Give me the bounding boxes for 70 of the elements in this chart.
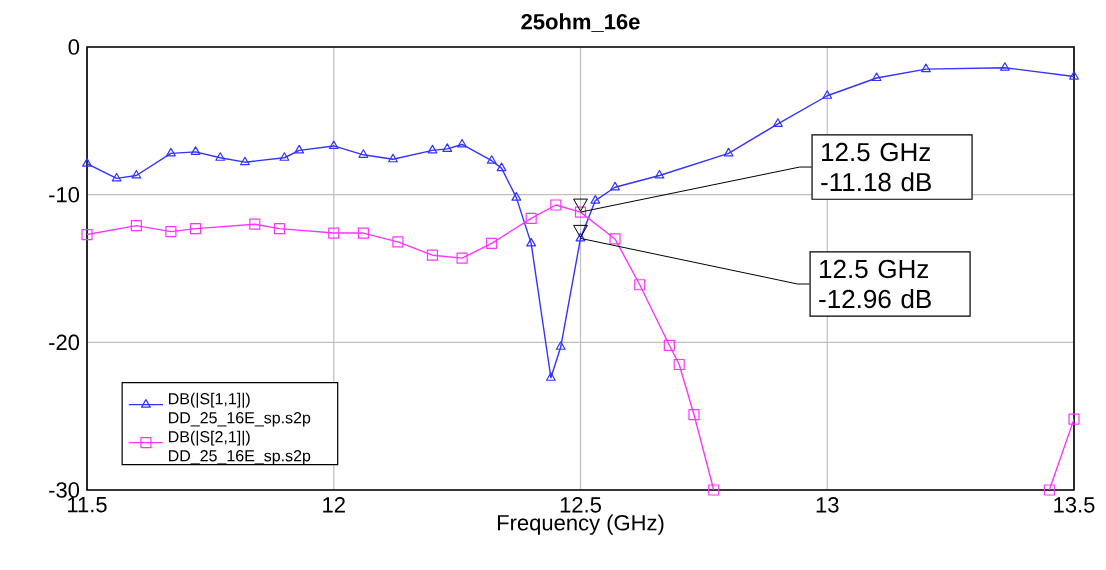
y-tick-label: 0 xyxy=(68,39,80,55)
point xyxy=(130,220,142,232)
point xyxy=(165,225,177,238)
chart-title: 25ohm_16e xyxy=(521,13,640,32)
point xyxy=(822,90,833,99)
point xyxy=(545,372,556,381)
y-tick-label: -20 xyxy=(49,334,80,351)
point xyxy=(688,409,700,421)
x-axis-title: Frequency (GHz) xyxy=(497,514,664,535)
point xyxy=(82,158,92,167)
point xyxy=(871,72,882,82)
point xyxy=(999,62,1010,71)
point xyxy=(486,237,498,249)
point xyxy=(240,156,250,166)
point xyxy=(574,206,587,218)
annotation: 12.5 GHz -12.96 dB xyxy=(819,259,931,309)
point xyxy=(328,140,339,150)
point xyxy=(456,252,468,264)
point xyxy=(673,358,685,371)
point xyxy=(81,228,93,241)
point xyxy=(189,223,202,235)
point xyxy=(427,144,438,154)
point xyxy=(457,138,467,148)
point xyxy=(486,155,497,164)
y-tick-label: -10 xyxy=(49,186,80,203)
x-tick-label: 13 xyxy=(816,497,839,513)
y-tick-label: -30 xyxy=(49,482,80,498)
point xyxy=(708,484,720,496)
point xyxy=(1068,413,1080,425)
point xyxy=(357,227,369,239)
point xyxy=(190,146,201,155)
point xyxy=(279,152,290,161)
point xyxy=(358,149,369,158)
point xyxy=(426,249,439,261)
point xyxy=(165,147,176,157)
point xyxy=(526,237,537,247)
point xyxy=(249,218,261,230)
point xyxy=(131,169,142,179)
legend-label: DB(|S[2,1]|) DD_25_16E_sp.s2p xyxy=(169,430,311,465)
point xyxy=(294,144,305,154)
x-tick-label: 12 xyxy=(323,497,345,513)
point xyxy=(525,212,537,224)
point xyxy=(772,118,783,127)
point xyxy=(215,152,226,161)
point xyxy=(1069,70,1079,80)
point xyxy=(610,181,620,191)
point xyxy=(328,227,340,239)
point xyxy=(511,192,522,201)
point xyxy=(496,162,507,172)
point xyxy=(575,232,586,242)
point xyxy=(654,169,665,179)
point xyxy=(921,63,931,73)
point xyxy=(590,194,601,204)
point xyxy=(609,233,621,245)
point xyxy=(663,339,675,351)
point xyxy=(555,341,566,350)
point xyxy=(1043,484,1055,496)
point xyxy=(723,147,734,157)
annotation: 12.5 GHz -11.18 dB xyxy=(821,142,931,192)
point xyxy=(111,172,122,182)
point xyxy=(550,199,562,211)
x-tick-label: 13.5 xyxy=(1054,497,1095,513)
x-tick-label: 11.5 xyxy=(68,497,107,513)
point xyxy=(634,279,646,291)
x-tick-label: 12.5 xyxy=(560,497,601,513)
point xyxy=(273,223,286,235)
point xyxy=(392,236,404,248)
legend-label: DB(|S[1,1]|) DD_25_16E_sp.s2p xyxy=(169,392,311,427)
point xyxy=(388,153,398,163)
point xyxy=(442,143,453,152)
